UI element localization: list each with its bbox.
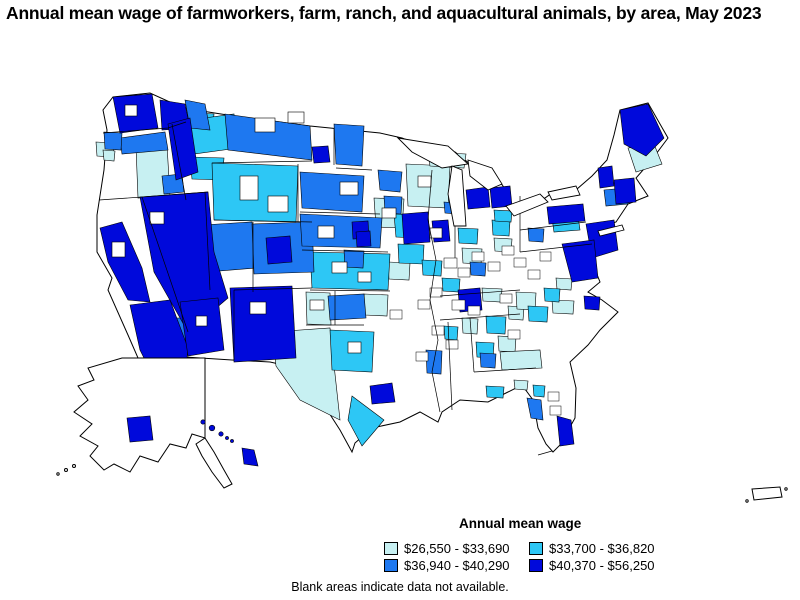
alaska — [56, 357, 233, 489]
puerto-rico — [745, 486, 788, 503]
alaska-anchorage-region — [126, 415, 154, 443]
no-data-holes — [111, 104, 562, 416]
legend-label-class3: $36,940 - $40,290 — [404, 557, 510, 573]
legend-item-class2: $33,700 - $36,820 — [529, 540, 655, 556]
legend-swatch-class1 — [384, 541, 398, 555]
legend-label-class2: $33,700 - $36,820 — [549, 540, 655, 556]
lake-superior — [396, 137, 470, 169]
map-title: Annual mean wage of farmworkers, farm, r… — [6, 3, 762, 23]
alaska-outline — [73, 357, 206, 473]
puerto-rico-outline — [751, 486, 783, 501]
state-borders — [98, 121, 593, 456]
legend-item-class1: $26,550 - $33,690 — [384, 540, 510, 556]
footnote: Blank areas indicate data not available. — [291, 580, 509, 594]
legend-label-class1: $26,550 - $33,690 — [404, 540, 510, 556]
lake-michigan — [447, 165, 467, 227]
hawaii-big-island — [241, 447, 259, 467]
lower48 — [95, 92, 669, 456]
lake-huron — [467, 159, 503, 191]
legend-item-class3: $36,940 - $40,290 — [384, 557, 510, 573]
legend-swatch-class2 — [529, 541, 543, 555]
legend-title: Annual mean wage — [459, 516, 582, 531]
legend-swatch-class3 — [384, 558, 398, 572]
hawaii — [200, 419, 259, 467]
lake-ontario — [547, 185, 581, 201]
great-lakes — [396, 137, 625, 237]
alaska-panhandle — [195, 437, 233, 489]
lake-erie — [505, 193, 549, 217]
legend-swatch-class4 — [529, 558, 543, 572]
legend-item-class4: $40,370 - $56,250 — [529, 557, 655, 573]
long-island — [597, 224, 625, 237]
legend-label-class4: $40,370 - $56,250 — [549, 557, 655, 573]
